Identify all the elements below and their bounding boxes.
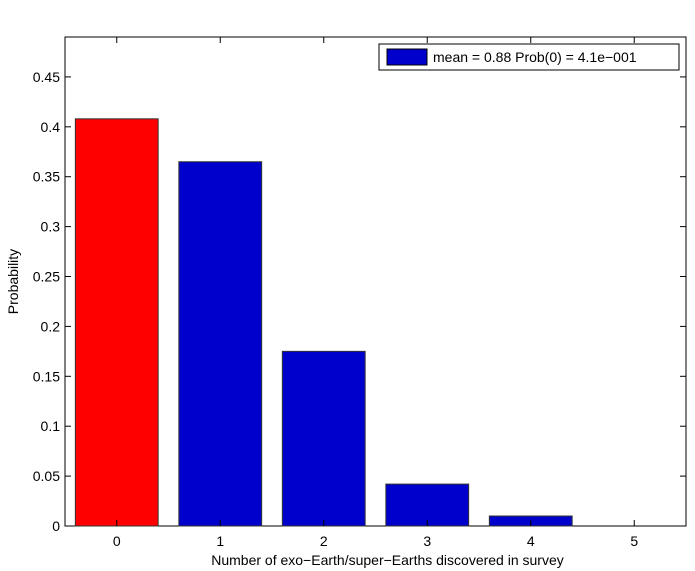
bar-2 xyxy=(281,350,366,527)
bar-3 xyxy=(385,483,470,527)
y-tick-label: 0.15 xyxy=(33,368,60,384)
y-tick-label: 0 xyxy=(52,518,60,534)
plot-area xyxy=(64,36,687,527)
y-tick-label: 0.2 xyxy=(41,318,61,334)
y-tick-label: 0.1 xyxy=(41,418,61,434)
x-tick-label: 5 xyxy=(630,533,638,549)
y-tick-label: 0.05 xyxy=(33,468,60,484)
legend-label: mean = 0.88 Prob(0) = 4.1e−001 xyxy=(433,49,637,65)
y-tick-label: 0.45 xyxy=(33,69,60,85)
y-tick-label: 0.25 xyxy=(33,269,60,285)
y-axis-label: Probability xyxy=(5,249,21,314)
legend-box xyxy=(378,43,680,71)
x-tick-label: 3 xyxy=(423,533,431,549)
x-tick-label: 4 xyxy=(527,533,535,549)
bar-1 xyxy=(178,161,263,527)
y-tick-label: 0.4 xyxy=(41,119,61,135)
ticks-group: 0 0.05 0.1 0.15 0.2 0.25 0.3 0.35 0.4 0.45 0 1 2 3 4 5 xyxy=(33,37,686,549)
x-axis-label: Number of exo−Earth/super−Earths discove… xyxy=(211,552,564,568)
x-tick-label: 1 xyxy=(216,533,224,549)
bars-group xyxy=(74,118,573,527)
x-tick-label: 0 xyxy=(113,533,121,549)
y-tick-label: 0.35 xyxy=(33,169,60,185)
legend: mean = 0.88 Prob(0) = 4.1e−001 xyxy=(378,43,680,71)
x-tick-label: 2 xyxy=(320,533,328,549)
y-tick-label: 0.3 xyxy=(41,219,61,235)
bar-0 xyxy=(74,118,159,527)
legend-swatch xyxy=(386,48,428,66)
